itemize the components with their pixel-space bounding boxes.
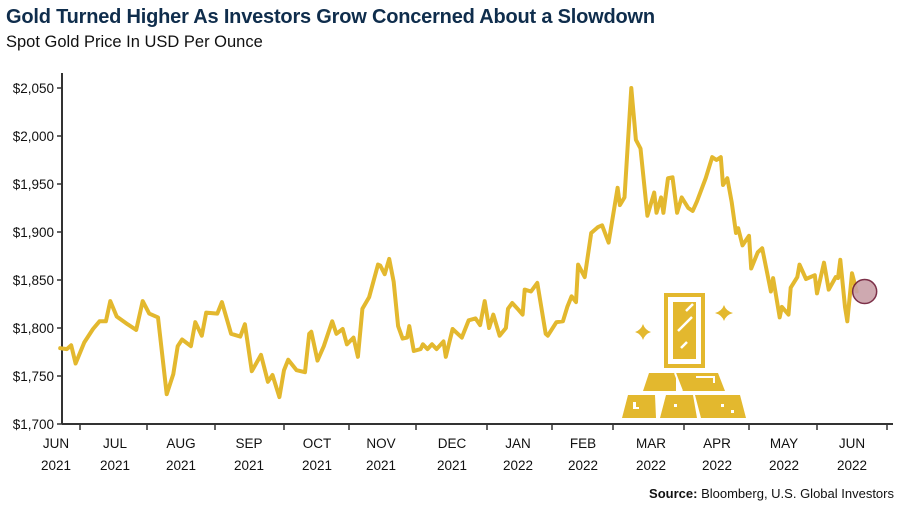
end-point-marker bbox=[851, 278, 878, 305]
source-note: Source: Bloomberg, U.S. Global Investors bbox=[649, 486, 894, 501]
sparkle-icon bbox=[635, 324, 651, 340]
x-tick-label-month: JUN bbox=[839, 436, 865, 451]
x-tick-label-year: 2021 bbox=[302, 458, 332, 473]
source-text: Bloomberg, U.S. Global Investors bbox=[701, 486, 894, 501]
x-tick-label-month: NOV bbox=[366, 436, 395, 451]
x-axis: JUN 2021 JUL 2021 AUG 2021 SEP 2021 OCT 2021 NOV 20… bbox=[41, 423, 893, 473]
x-tick-label-month: DEC bbox=[438, 436, 467, 451]
x-tick-label-month: MAR bbox=[636, 436, 666, 451]
x-tick-label-month: AUG bbox=[166, 436, 195, 451]
x-tick-label-month: MAY bbox=[770, 436, 798, 451]
x-tick-label-year: 2022 bbox=[568, 458, 598, 473]
x-tick-label-year: 2021 bbox=[366, 458, 396, 473]
y-tick-label: $1,900 bbox=[13, 225, 54, 240]
series-line-gold-price bbox=[58, 86, 859, 400]
x-tick-label-year: 2022 bbox=[769, 458, 799, 473]
y-axis: $1,700 $1,750 $1,800 $1,850 $1,900 $1,950 $2,0… bbox=[13, 73, 63, 432]
x-tick-label-year: 2022 bbox=[503, 458, 533, 473]
x-tick-label-year: 2021 bbox=[100, 458, 130, 473]
x-tick-label-month: APR bbox=[703, 436, 731, 451]
chart-subtitle: Spot Gold Price In USD Per Ounce bbox=[6, 33, 263, 51]
x-tick-label-year: 2021 bbox=[234, 458, 264, 473]
chart-title: Gold Turned Higher As Investors Grow Con… bbox=[6, 6, 655, 28]
x-tick-label-month: SEP bbox=[235, 436, 262, 451]
x-tick-label-month: JUN bbox=[43, 436, 69, 451]
x-tick-label-year: 2022 bbox=[837, 458, 867, 473]
gold-bars-icon bbox=[622, 293, 746, 418]
x-tick-label-month: OCT bbox=[303, 436, 332, 451]
y-tick-label: $1,850 bbox=[13, 273, 54, 288]
y-tick-label: $1,750 bbox=[13, 369, 54, 384]
x-tick-label-year: 2021 bbox=[437, 458, 467, 473]
x-tick-label-year: 2022 bbox=[636, 458, 666, 473]
x-tick-label-month: JAN bbox=[505, 436, 531, 451]
y-tick-label: $2,000 bbox=[13, 129, 54, 144]
y-tick-label: $2,050 bbox=[13, 81, 54, 96]
x-tick-label-year: 2022 bbox=[702, 458, 732, 473]
sparkle-icon bbox=[715, 305, 733, 321]
source-label: Source: bbox=[649, 486, 698, 501]
x-tick-label-month: FEB bbox=[570, 436, 596, 451]
x-tick-label-month: JUL bbox=[103, 436, 127, 451]
x-tick-label-year: 2021 bbox=[41, 458, 71, 473]
y-tick-label: $1,950 bbox=[13, 177, 54, 192]
y-tick-label: $1,800 bbox=[13, 321, 54, 336]
x-tick-label-year: 2021 bbox=[166, 458, 196, 473]
y-tick-label: $1,700 bbox=[13, 417, 54, 432]
